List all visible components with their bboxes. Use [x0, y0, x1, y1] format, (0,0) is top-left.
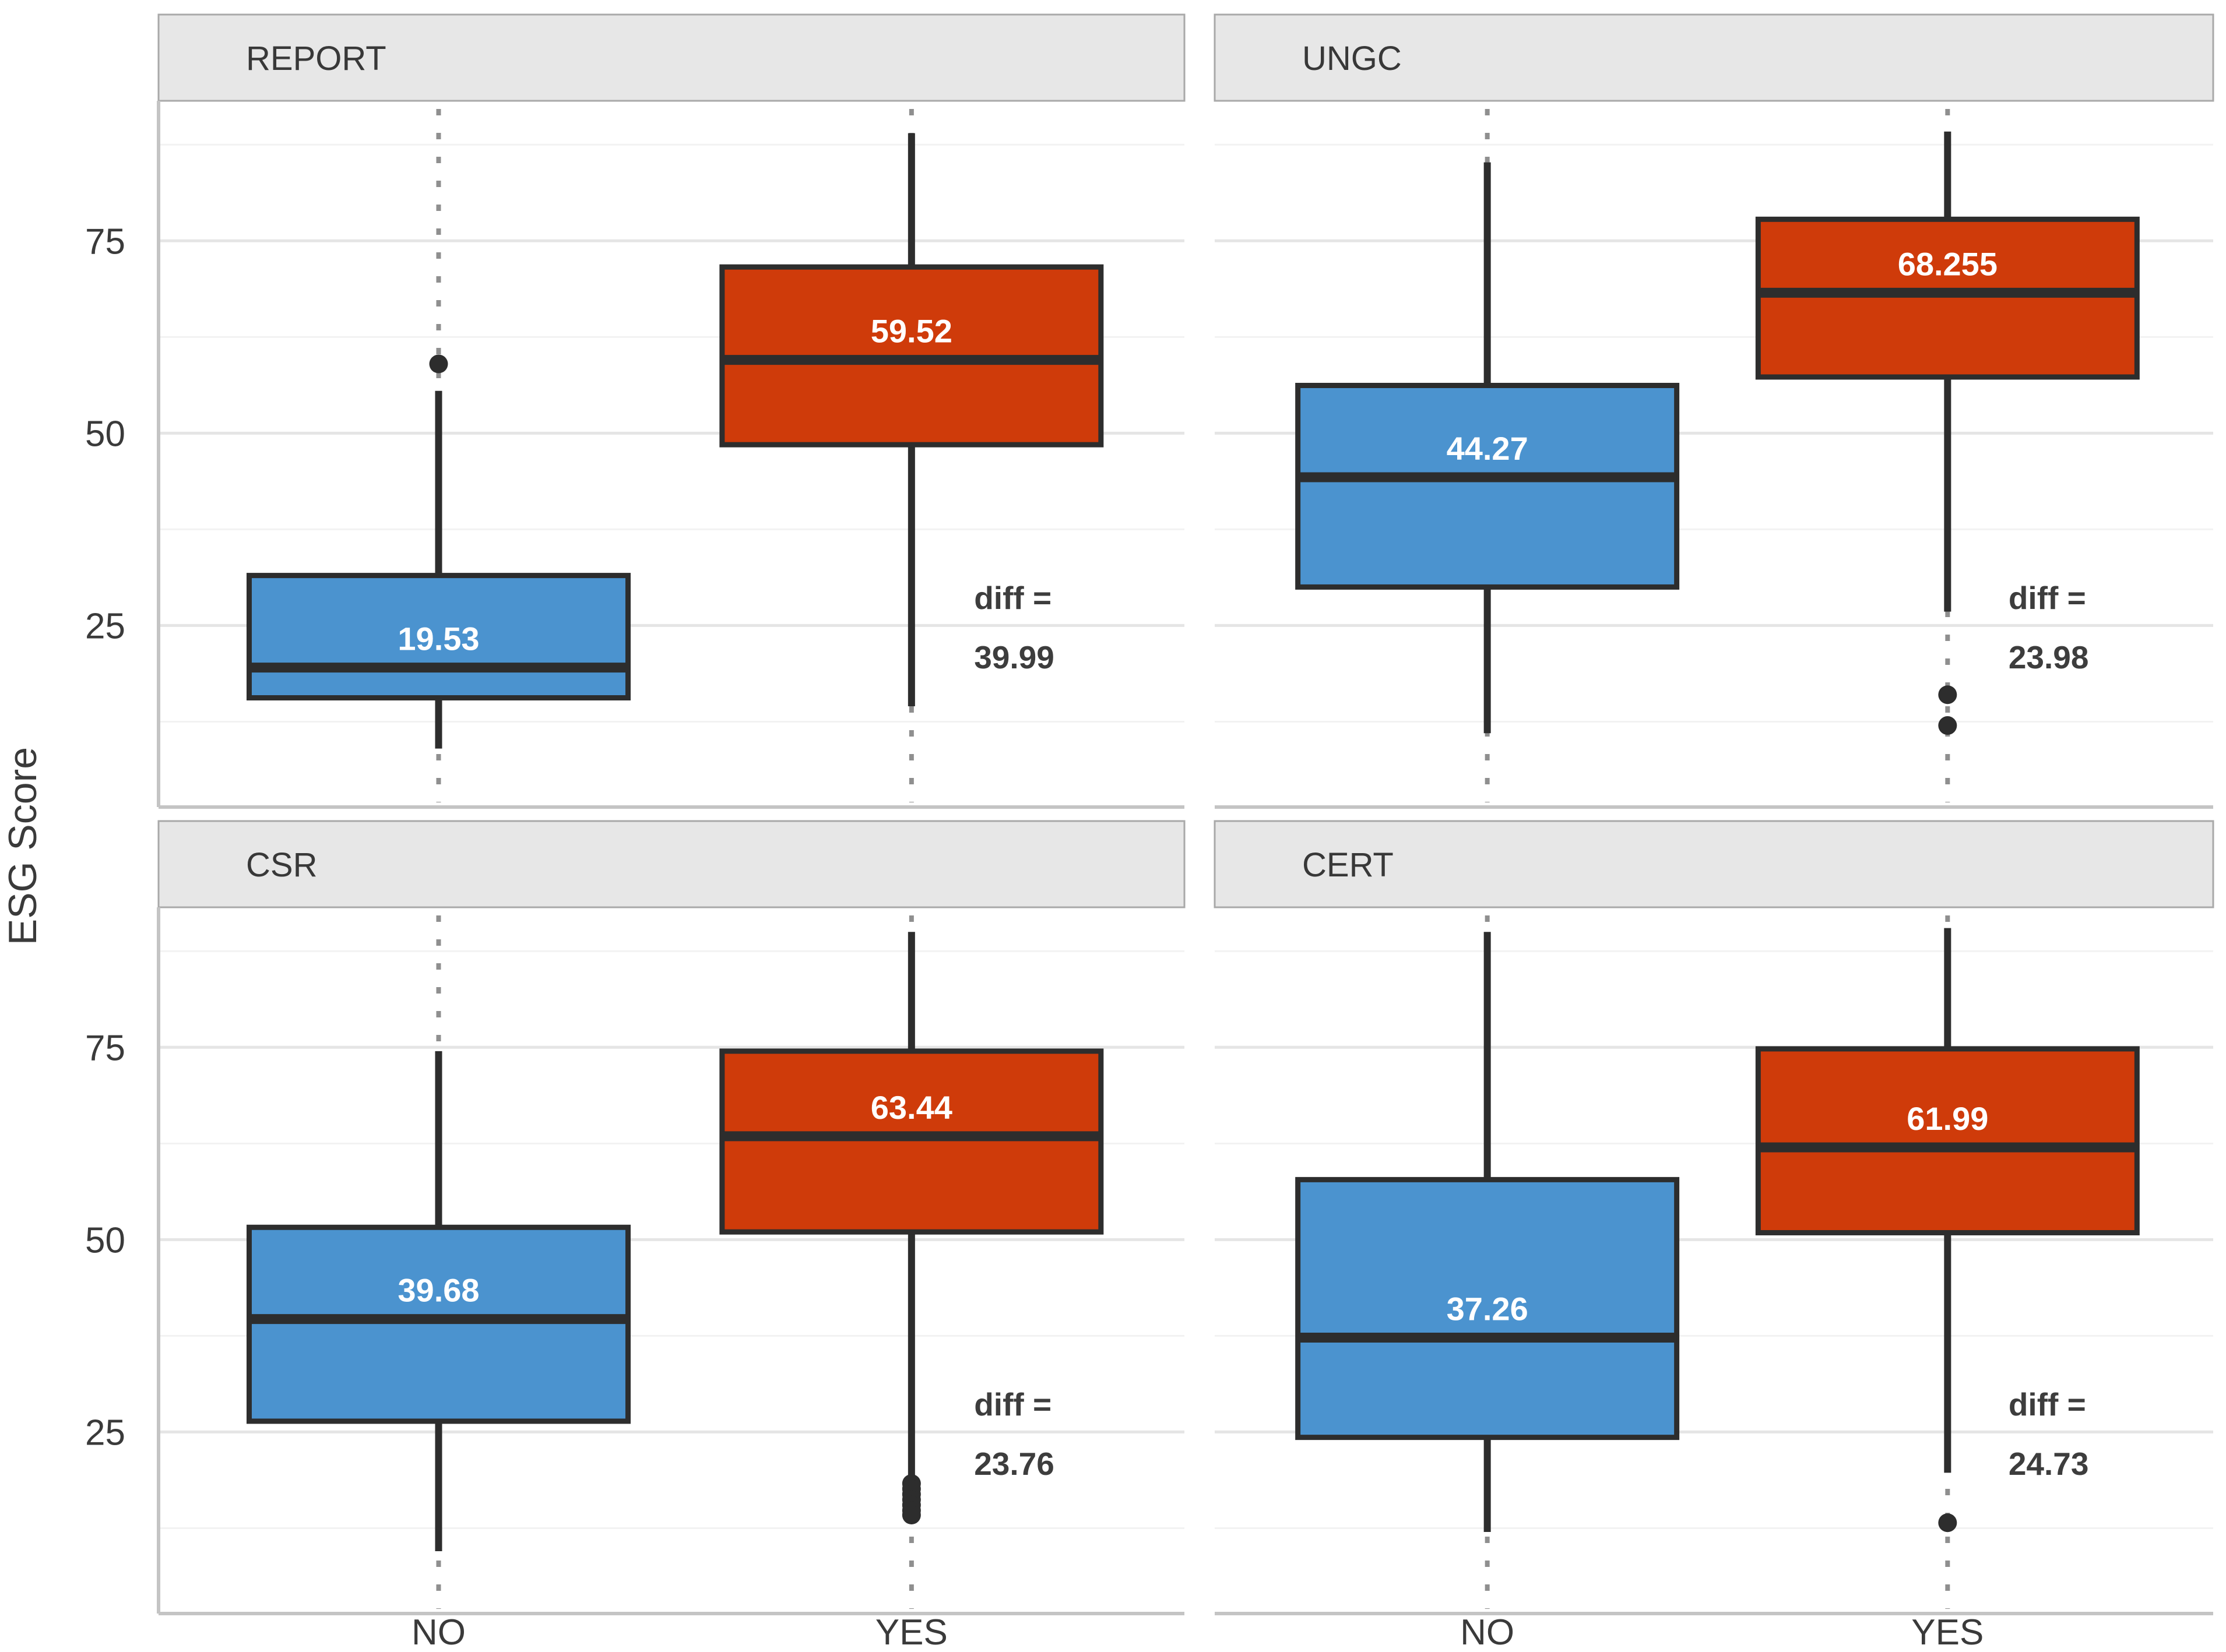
diff-value: 39.99	[974, 639, 1054, 675]
diff-value: 23.98	[2009, 639, 2089, 675]
x-axis-label-yes: YES	[1911, 1612, 1984, 1652]
facet-strip	[157, 13, 1186, 102]
y-tick-label: 75	[85, 1028, 125, 1068]
outlier-dot	[429, 354, 448, 374]
iqr-box	[246, 573, 631, 701]
iqr-box	[1295, 1177, 1680, 1440]
diff-label: diff =	[2009, 1386, 2086, 1422]
y-tick-label: 25	[85, 1413, 125, 1453]
box-group-yes: 61.99	[1755, 915, 2140, 1609]
facet-panel-csr: CSR 39.68 63.44 diff = 23.76 25 50 75 NO YES	[85, 820, 1186, 1652]
facet-strip-title: REPORT	[246, 40, 386, 78]
facet-strip	[157, 820, 1186, 908]
x-axis-label-no: NO	[1460, 1612, 1514, 1652]
iqr-box	[1295, 382, 1680, 590]
y-axis-title: ESG Score	[1, 747, 45, 945]
box-group-no: 37.26	[1295, 915, 1680, 1609]
median-label: 37.26	[1447, 1291, 1528, 1327]
y-tick-label: 50	[85, 1220, 125, 1260]
outlier-dot	[1938, 716, 1957, 735]
facet-panel-ungc: UNGC 44.27 68.255 diff = 23.98	[1214, 13, 2214, 809]
facet-panel-cert: CERT 37.26 61.99 diff = 24.73 NO YES	[1214, 820, 2214, 1652]
box-group-no: 39.68	[246, 915, 631, 1609]
iqr-box	[1755, 216, 2140, 380]
x-axis-label-yes: YES	[875, 1612, 948, 1652]
diff-value: 23.76	[974, 1446, 1054, 1482]
x-axis-label-no: NO	[412, 1612, 466, 1652]
median-label: 44.27	[1447, 430, 1528, 467]
facet-strip-title: CSR	[246, 846, 317, 884]
outlier-dot	[1938, 685, 1957, 705]
diff-value: 24.73	[2009, 1446, 2089, 1482]
median-label: 39.68	[398, 1272, 479, 1309]
facet-strip	[1214, 820, 2214, 908]
facet-strip-title: UNGC	[1302, 40, 1402, 78]
median-label: 59.52	[871, 313, 952, 350]
diff-label: diff =	[974, 1386, 1052, 1422]
median-label: 68.255	[1898, 245, 1998, 282]
iqr-box	[246, 1224, 631, 1424]
facet-panel-report: REPORT 19.53 59.52 diff = 39.99 25 50 75	[85, 13, 1186, 809]
outlier-dot	[1938, 1513, 1957, 1533]
iqr-box	[1755, 1046, 2140, 1235]
median-label: 19.53	[398, 621, 479, 657]
diff-label: diff =	[974, 580, 1052, 616]
y-tick-label: 75	[85, 221, 125, 262]
outlier-dot	[902, 1506, 921, 1525]
facet-strip	[1214, 13, 2214, 102]
median-label: 63.44	[871, 1089, 952, 1126]
chart-root: REPORT 19.53 59.52 diff = 39.99 25 50 75 UNGC 44.…	[85, 13, 2214, 1652]
box-group-no: 44.27	[1295, 109, 1680, 802]
box-group-yes: 59.52	[719, 109, 1104, 802]
diff-label: diff =	[2009, 580, 2086, 616]
median-label: 61.99	[1907, 1100, 1988, 1137]
iqr-box	[719, 1048, 1104, 1235]
y-tick-label: 50	[85, 414, 125, 454]
box-group-yes: 68.255	[1755, 109, 2140, 802]
box-group-no: 19.53	[246, 109, 631, 802]
y-tick-label: 25	[85, 606, 125, 646]
facet-strip-title: CERT	[1302, 846, 1394, 884]
box-group-yes: 63.44	[719, 915, 1104, 1609]
